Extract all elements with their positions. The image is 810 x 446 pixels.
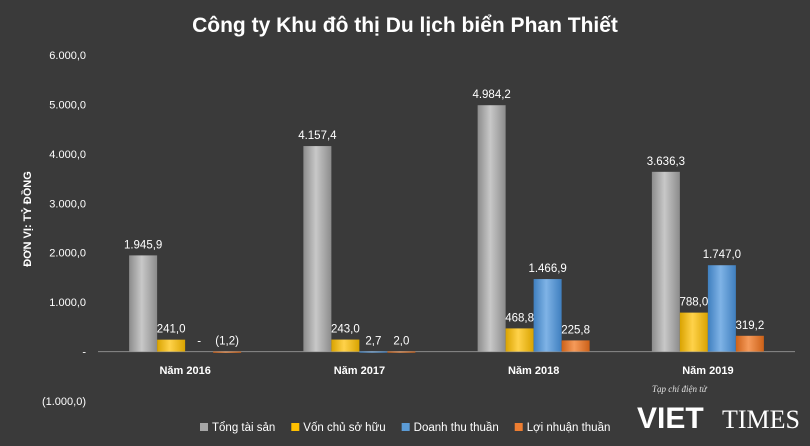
y-tick-label: (1.000,0): [42, 396, 86, 408]
bar: [533, 279, 562, 352]
bar: [735, 335, 764, 352]
bar: [129, 255, 158, 352]
legend-label: Lợi nhuận thuần: [527, 422, 611, 434]
data-label: 788,0: [679, 297, 708, 309]
bar: [157, 339, 186, 352]
bar: [477, 105, 506, 352]
data-label: 241,0: [157, 324, 186, 336]
watermark-logo: Tạp chí điện tử VIET TIMES: [637, 384, 800, 435]
data-label: 4.157,4: [298, 130, 337, 142]
bar: [505, 328, 534, 352]
data-label: 2,7: [365, 335, 381, 347]
bar: [651, 171, 680, 352]
legend-swatch: [291, 423, 300, 431]
y-tick-label: 3.000,0: [49, 198, 86, 210]
y-tick-label: 2.000,0: [49, 248, 86, 260]
y-axis-ticks: (1.000,0) - 1.000,0 2.000,0 3.000,0 4.000,0 5.…: [42, 50, 86, 408]
watermark-brand-times: TIMES: [722, 405, 800, 434]
legend-swatch: [514, 423, 523, 431]
data-label: 1.466,9: [528, 263, 566, 275]
watermark-tagline: Tạp chí điện tử: [652, 384, 708, 394]
x-tick-label: Năm 2018: [508, 365, 559, 377]
data-label: 4.984,2: [472, 89, 510, 101]
legend-label: Tổng tài sản: [212, 422, 275, 434]
bar: [213, 351, 242, 353]
data-label: 3.636,3: [647, 156, 685, 168]
y-tick-label: 5.000,0: [49, 99, 86, 111]
bar: [707, 265, 736, 352]
data-label: 2,0: [393, 335, 409, 347]
data-label: 1.747,0: [703, 249, 741, 261]
data-label: -: [197, 336, 201, 348]
legend-swatch: [401, 423, 410, 431]
y-tick-label: 1.000,0: [49, 297, 86, 309]
data-labels: 1.945,9 241,0- (1,2) 4.157,4 243,0 2,7 2,0 4.98…: [124, 89, 764, 347]
y-axis-label: ĐƠN VỊ: TỶ ĐỒNG: [21, 171, 34, 267]
y-tick-label: 4.000,0: [49, 149, 86, 161]
x-tick-label: Năm 2016: [159, 365, 210, 377]
y-tick-label: 6.000,0: [49, 50, 86, 62]
bar: [303, 146, 332, 352]
legend-label: Doanh thu thuần: [414, 422, 499, 434]
bar: [359, 351, 388, 353]
x-tick-label: Năm 2019: [682, 365, 733, 377]
data-label: 468,8: [505, 312, 534, 324]
data-label: 225,8: [561, 324, 590, 336]
data-label: (1,2): [215, 336, 239, 348]
data-label: 243,0: [331, 324, 360, 336]
legend-label: Vốn chủ sở hữu: [303, 422, 385, 434]
legend-swatch: [200, 423, 208, 431]
category-labels: Năm 2016 Năm 2017 Năm 2018 Năm 2019: [159, 365, 733, 377]
chart-title: Công ty Khu đô thị Du lịch biển Phan Thi…: [192, 14, 618, 37]
bar: [387, 351, 416, 353]
y-tick-label: -: [82, 347, 86, 359]
legend: Tổng tài sản Vốn chủ sở hữu Doanh thu thuầ…: [200, 422, 610, 434]
data-label: 1.945,9: [124, 239, 162, 251]
bar: [679, 312, 708, 352]
data-label: 319,2: [735, 320, 764, 332]
watermark-brand-viet: VIET: [637, 402, 704, 435]
bar: [331, 339, 360, 352]
bars: [129, 105, 764, 353]
bar: [561, 340, 590, 352]
x-tick-label: Năm 2017: [334, 365, 385, 377]
